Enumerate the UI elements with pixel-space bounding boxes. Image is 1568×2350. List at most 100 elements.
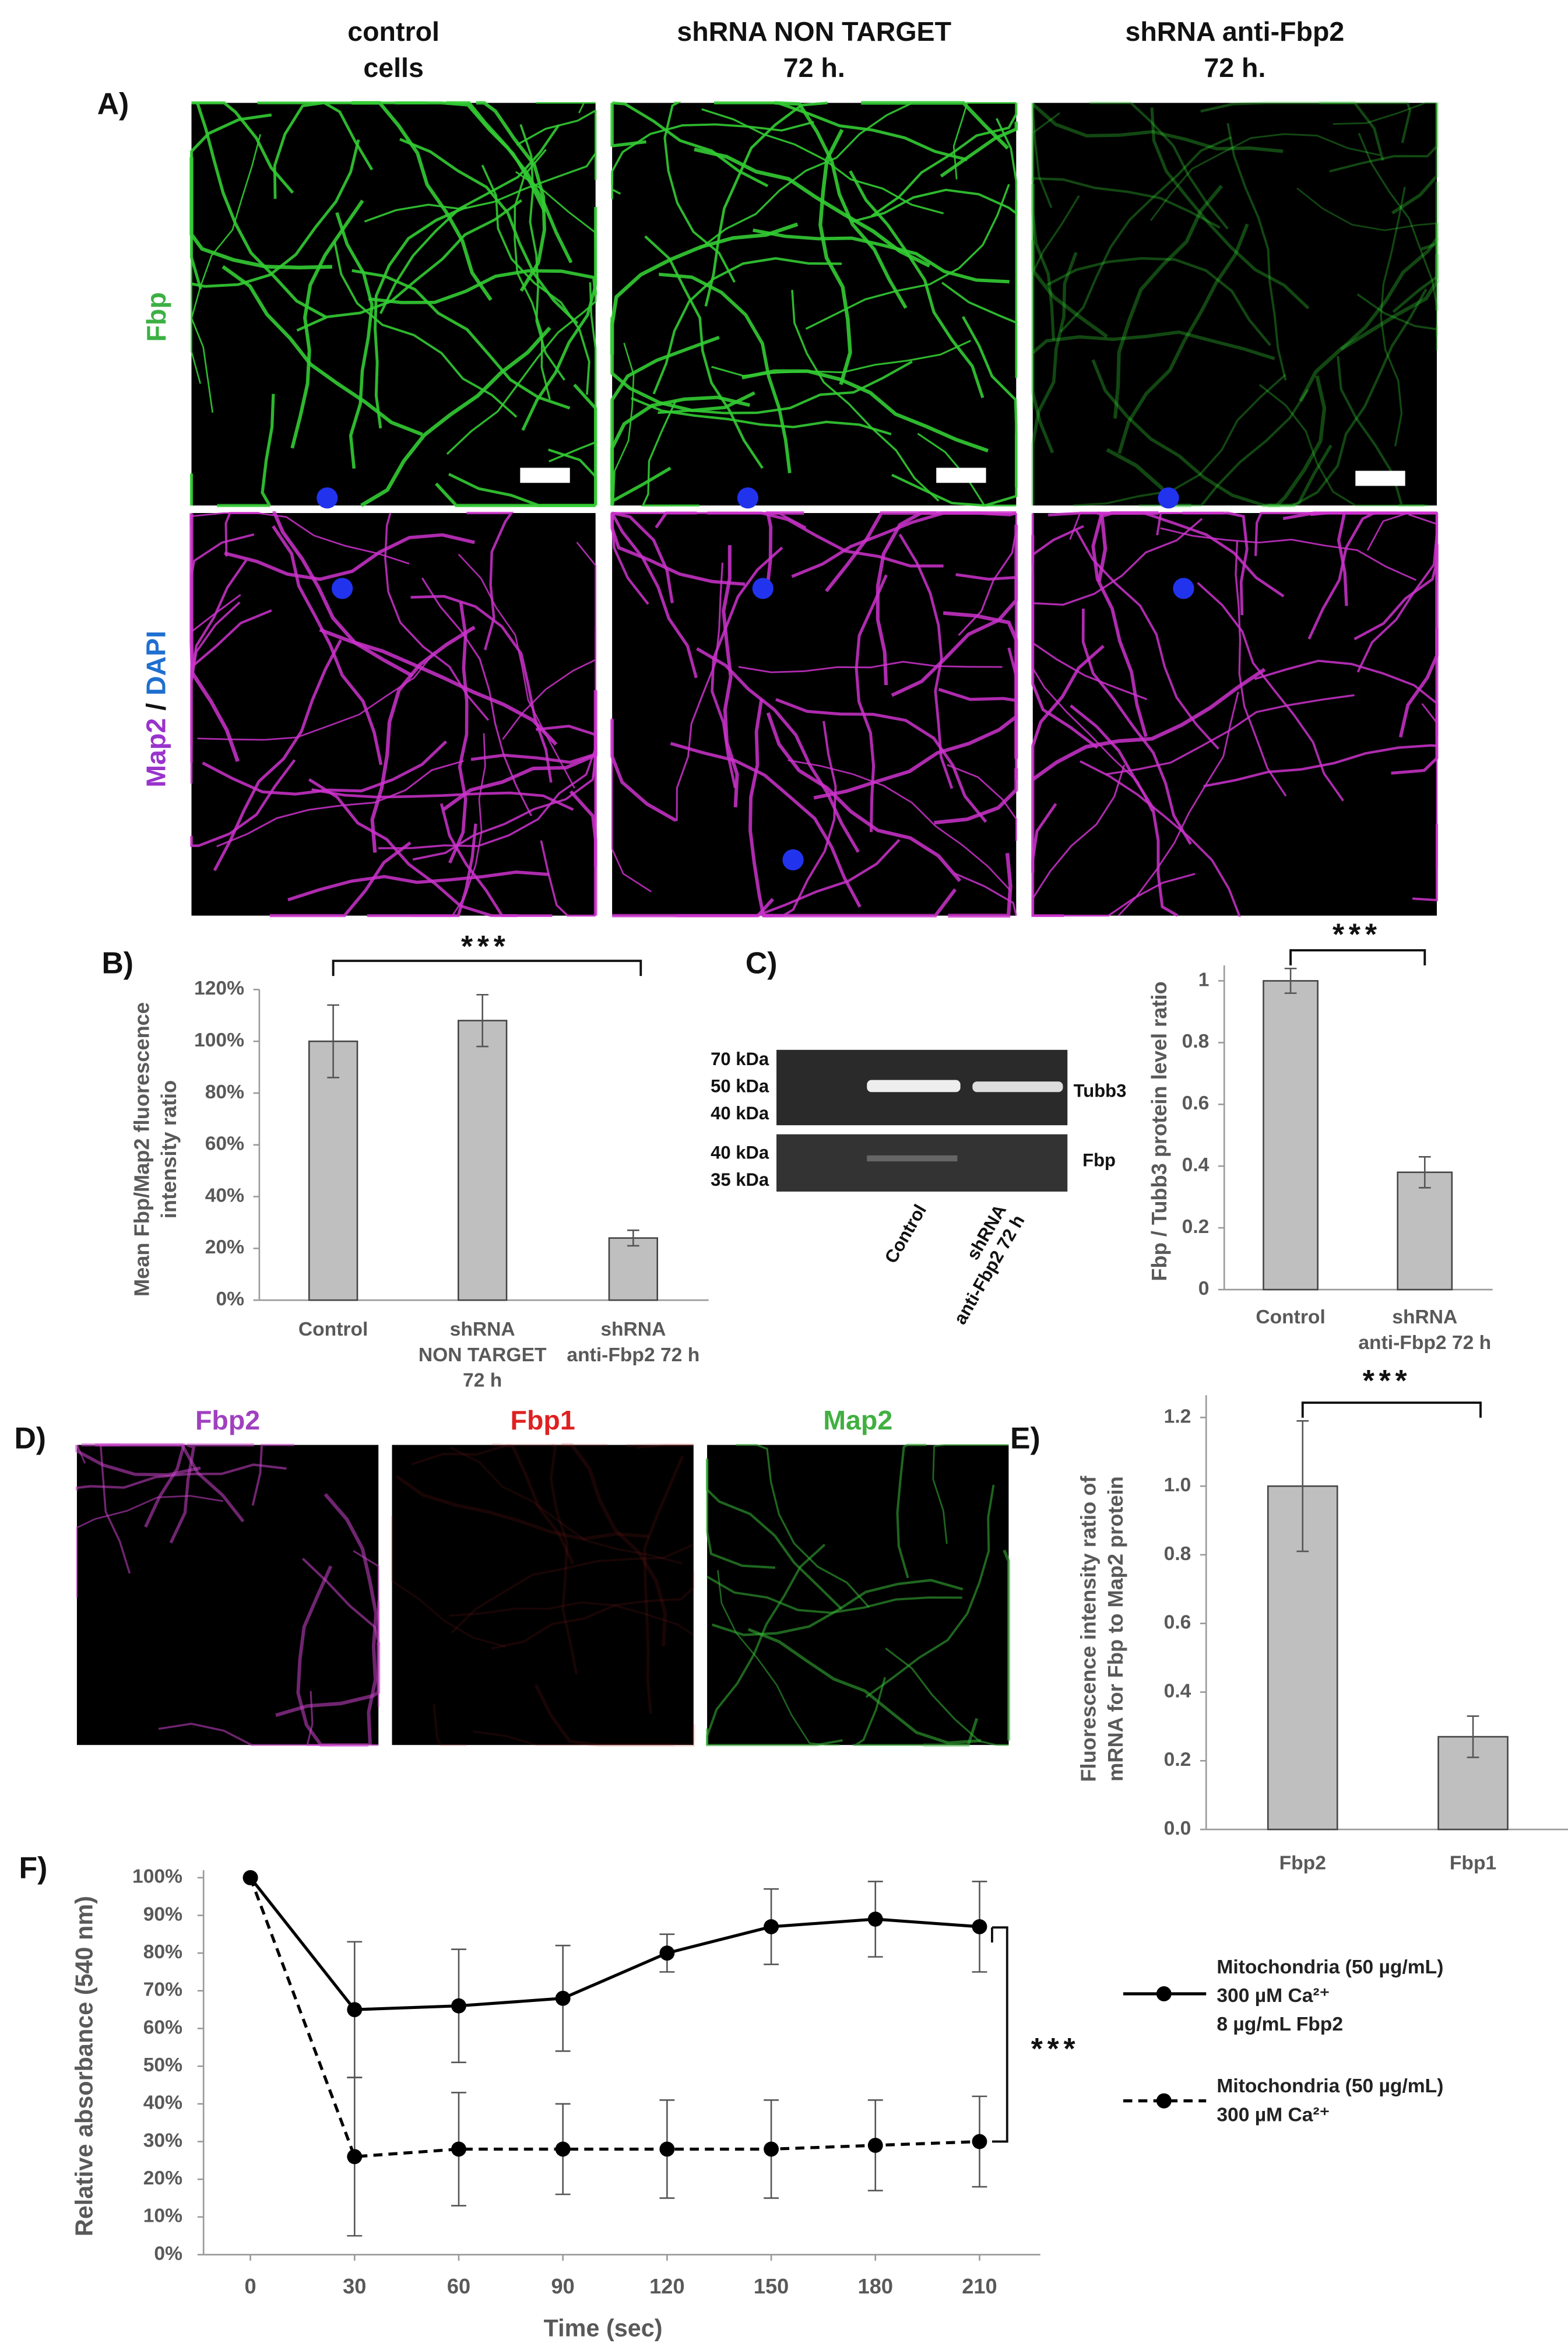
y-tick-label: 10% — [143, 2205, 182, 2227]
neurite — [1031, 184, 1108, 338]
legend-label: Mitochondria (50 µg/mL) — [1217, 2075, 1443, 2097]
y-axis-label: Fbp / Tubb3 protein level ratio — [1147, 981, 1171, 1281]
neurite — [1032, 112, 1061, 270]
neurite — [1299, 254, 1439, 402]
neurite — [269, 841, 412, 918]
column-header: control — [347, 16, 440, 47]
neurite — [1117, 223, 1249, 454]
neurite — [569, 790, 597, 916]
x-tick-label: NON TARGET — [419, 1344, 547, 1366]
neurite — [610, 395, 750, 506]
neurite — [449, 1446, 683, 1565]
series-line — [249, 1877, 980, 2159]
neurite — [491, 1571, 695, 1650]
y-tick-label: 40% — [143, 2092, 182, 2114]
neurite — [1258, 384, 1430, 507]
neurite — [923, 1717, 979, 1747]
nucleus — [317, 487, 338, 509]
neurite — [825, 511, 1017, 592]
point — [347, 2002, 363, 2018]
neurite — [502, 627, 597, 740]
neurite — [411, 1443, 608, 1466]
neurite — [1340, 181, 1439, 351]
neurite — [1268, 375, 1327, 508]
neurite — [1261, 444, 1333, 507]
panel-label: F) — [19, 1851, 47, 1885]
y-tick-label: 0.4 — [1164, 1680, 1191, 1702]
neurite — [364, 152, 597, 223]
neurite — [704, 101, 828, 307]
y-tick-label: 0.2 — [1164, 1749, 1191, 1771]
neurite — [711, 1579, 964, 1636]
neurite — [941, 282, 1018, 378]
significance-bracket — [1289, 949, 1426, 965]
column-header: shRNA anti-Fbp2 — [1125, 16, 1344, 47]
neurite — [217, 394, 275, 507]
row-label-part: / — [141, 703, 171, 718]
panel-label: E) — [1010, 1421, 1040, 1455]
neurite — [1329, 103, 1438, 173]
series-line — [249, 1877, 980, 2011]
scale-bar — [1355, 470, 1405, 486]
point — [764, 2141, 779, 2157]
point — [972, 1919, 987, 1934]
neurite — [675, 839, 901, 917]
neurite — [765, 721, 837, 917]
neurite — [273, 101, 427, 199]
neurite — [351, 101, 493, 301]
bar — [1437, 1736, 1509, 1831]
significance-bracket — [332, 960, 642, 976]
y-axis-label: intensity ratio — [157, 1080, 181, 1218]
x-tick-label: 180 — [858, 2274, 893, 2298]
y-axis-label: mRNA for Fbp to Map2 protein — [1103, 1476, 1127, 1782]
neurite — [885, 1648, 1009, 1746]
x-tick-label: anti-Fbp2 72 h — [567, 1344, 699, 1366]
neurite — [1031, 103, 1284, 153]
neurite — [395, 101, 546, 213]
neurite — [947, 764, 1017, 841]
neurite — [287, 870, 550, 902]
neurite — [1031, 513, 1084, 565]
band — [972, 1081, 1063, 1093]
neurite — [311, 788, 574, 811]
neurite — [699, 101, 913, 250]
significance-label: *** — [1333, 917, 1381, 951]
neurite — [391, 1516, 506, 1648]
neurite — [1392, 223, 1439, 313]
lane-label: Control — [881, 1201, 930, 1267]
micrograph — [1032, 103, 1437, 506]
neurite — [410, 595, 553, 783]
neurite — [540, 840, 596, 917]
point — [242, 1870, 258, 1885]
neurite — [191, 101, 294, 194]
y-tick-label: 20% — [143, 2168, 182, 2189]
neurite — [871, 103, 1018, 217]
ladder-label: 70 kDa — [711, 1049, 769, 1069]
neurite — [1226, 123, 1287, 381]
neurite — [191, 512, 410, 565]
x-tick-label: shRNA — [450, 1319, 515, 1340]
neurite — [466, 511, 514, 651]
y-tick-label: 0% — [154, 2243, 182, 2264]
y-tick-label: 100% — [194, 1030, 244, 1051]
neurite — [395, 1474, 649, 1541]
x-tick-label: shRNA — [600, 1319, 666, 1340]
neurite — [670, 742, 862, 908]
panel-label: A) — [97, 86, 129, 120]
neurite — [753, 228, 1010, 284]
neurite — [275, 1642, 381, 1717]
x-tick-label: Fbp1 — [1450, 1852, 1496, 1874]
neurite — [549, 1443, 578, 1675]
neurite — [521, 206, 597, 431]
neurite — [169, 1443, 254, 1544]
error-bar — [627, 1230, 639, 1247]
neurite — [610, 222, 799, 355]
column-header: shRNA NON TARGET — [677, 16, 951, 47]
neurite — [1031, 645, 1105, 873]
neurite — [191, 139, 360, 288]
x-tick-label: shRNA — [1392, 1306, 1457, 1328]
neurite — [741, 369, 989, 453]
neurite — [787, 759, 1012, 892]
point — [659, 1945, 675, 1961]
neurite — [940, 121, 1018, 178]
